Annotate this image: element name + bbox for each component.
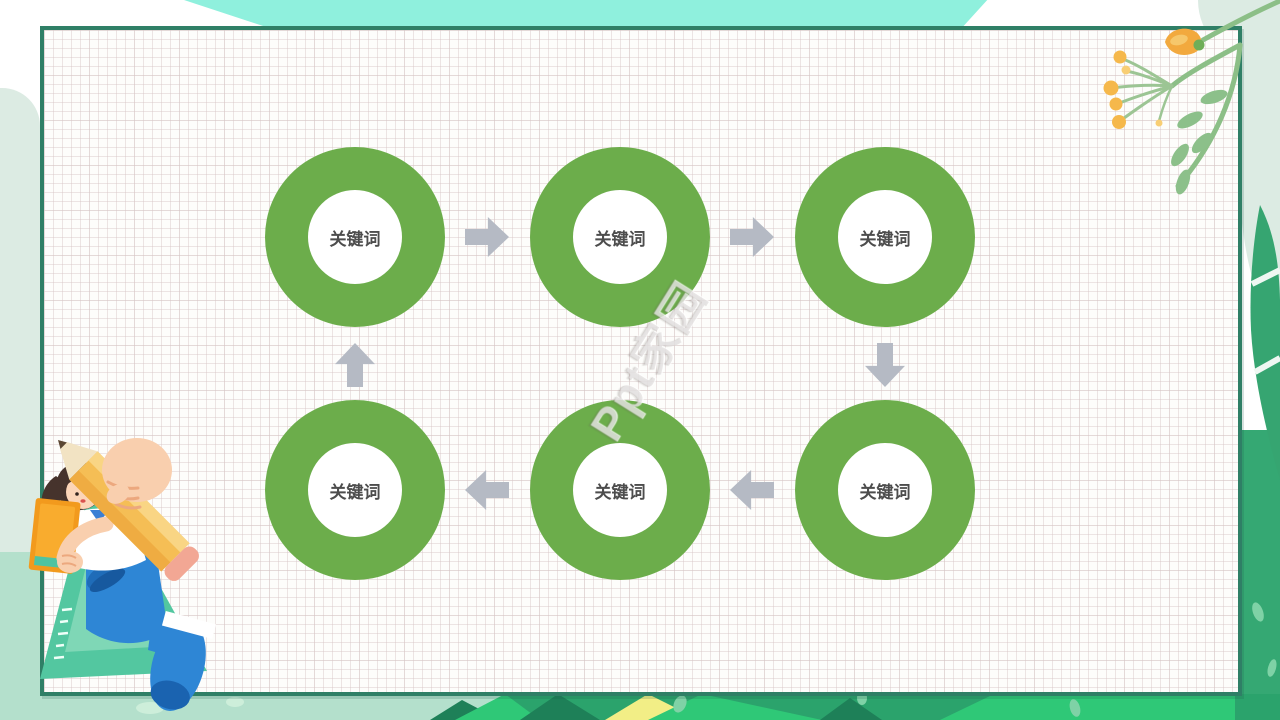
donut-hole bbox=[308, 443, 402, 537]
flower-branch-icon bbox=[1103, 0, 1280, 195]
student-illustration bbox=[28, 438, 217, 711]
donut-hole bbox=[838, 443, 932, 537]
leaf-strip-decoration bbox=[0, 694, 1280, 720]
donut-hole bbox=[838, 190, 932, 284]
donut-hole bbox=[308, 190, 402, 284]
donut-hole bbox=[573, 443, 667, 537]
keyword-label-3: 关键词 bbox=[859, 229, 911, 249]
cycle-node-2: 关键词 bbox=[530, 147, 710, 327]
keyword-label-4: 关键词 bbox=[859, 482, 911, 502]
mint-left-bottom-decoration bbox=[0, 552, 40, 720]
keyword-label-2: 关键词 bbox=[594, 229, 646, 249]
donut-hole bbox=[573, 190, 667, 284]
tropical-leaf-icon bbox=[1238, 0, 1280, 720]
cycle-node-3: 关键词 bbox=[795, 147, 975, 327]
cycle-node-1: 关键词 bbox=[265, 147, 445, 327]
cycle-node-4: 关键词 bbox=[795, 400, 975, 580]
cycle-node-5: 关键词 bbox=[530, 400, 710, 580]
keyword-label-5: 关键词 bbox=[594, 482, 646, 502]
keyword-label-1: 关键词 bbox=[329, 229, 381, 249]
mint-leaf-left-decoration bbox=[0, 88, 40, 556]
keyword-label-6: 关键词 bbox=[329, 482, 381, 502]
cycle-node-6: 关键词 bbox=[265, 400, 445, 580]
slide-frame bbox=[40, 26, 1242, 696]
